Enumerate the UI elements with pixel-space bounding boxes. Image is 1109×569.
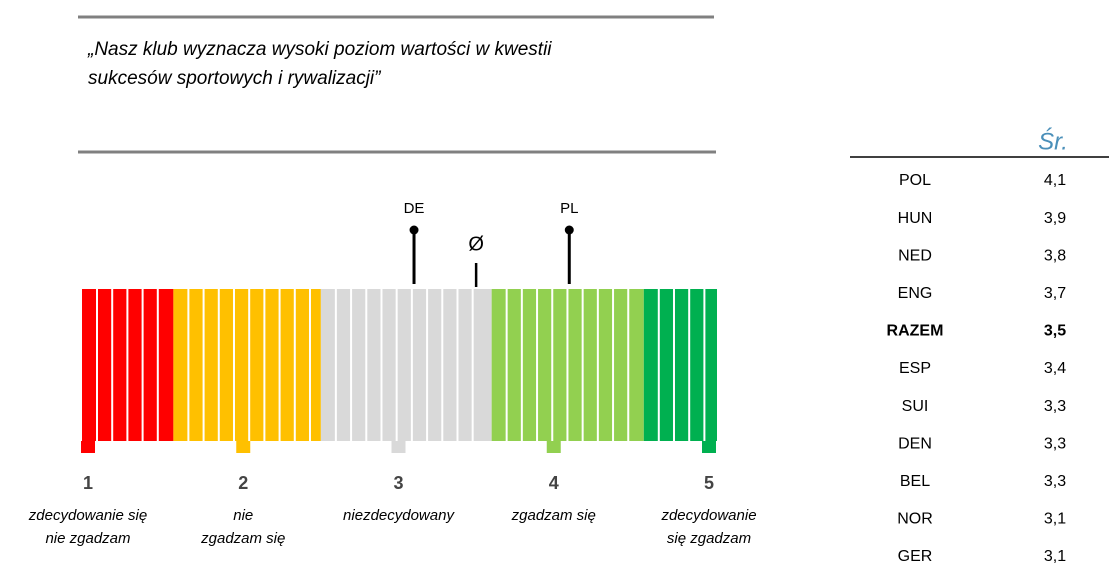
tick-mark <box>236 441 251 453</box>
value-cell: 4,1 <box>1044 172 1066 189</box>
tick-description: zdecydowanie się <box>28 507 147 524</box>
scale-zone <box>173 289 321 441</box>
scale-zone <box>320 289 492 441</box>
tick-mark <box>546 441 561 453</box>
value-cell: 3,1 <box>1044 511 1066 528</box>
title-line: „Nasz klub wyznacza wysoki poziom wartoś… <box>87 39 552 60</box>
tick-description: zgadzam się <box>200 530 285 547</box>
x-tick-label: 5 <box>704 473 714 493</box>
country-cell: SUI <box>902 398 929 415</box>
x-tick-label: 2 <box>238 473 248 493</box>
value-cell: 3,5 <box>1044 323 1066 340</box>
tick-description: nie zgadzam <box>45 530 130 547</box>
tick-mark <box>81 441 95 453</box>
tick-description: zdecydowanie <box>660 507 756 524</box>
value-cell: 3,3 <box>1044 473 1066 490</box>
value-cell: 3,4 <box>1044 360 1066 377</box>
value-cell: 3,8 <box>1044 247 1066 264</box>
tick-description: niezdecydowany <box>343 507 455 524</box>
tick-mark <box>391 441 406 453</box>
country-cell: ENG <box>898 285 933 302</box>
country-cell: HUN <box>898 210 933 227</box>
tick-description: zgadzam się <box>511 507 596 524</box>
value-cell: 3,7 <box>1044 285 1066 302</box>
title-line: sukcesów sportowych i rywalizacji” <box>88 68 382 89</box>
country-cell: GER <box>898 548 933 565</box>
country-cell: ESP <box>899 360 931 377</box>
x-tick-label: 3 <box>393 473 403 493</box>
country-cell: NOR <box>897 511 933 528</box>
x-tick-label: 4 <box>549 473 559 493</box>
value-cell: 3,3 <box>1044 398 1066 415</box>
value-cell: 3,9 <box>1044 210 1066 227</box>
value-cell: 3,3 <box>1044 435 1066 452</box>
value-cell: 3,1 <box>1044 548 1066 565</box>
marker-label: Ø <box>468 233 484 255</box>
tick-mark <box>702 441 716 453</box>
scale-zone <box>643 289 717 441</box>
marker-label: PL <box>560 200 578 217</box>
country-cell: NED <box>898 247 932 264</box>
country-cell: RAZEM <box>887 323 944 340</box>
tick-description: nie <box>233 507 253 524</box>
marker-label: DE <box>404 200 425 217</box>
country-cell: POL <box>899 172 931 189</box>
tick-description: się zgadzam <box>667 530 751 547</box>
table-header: Śr. <box>1038 127 1068 155</box>
country-cell: DEN <box>898 435 932 452</box>
x-tick-label: 1 <box>83 473 93 493</box>
country-cell: BEL <box>900 473 930 490</box>
